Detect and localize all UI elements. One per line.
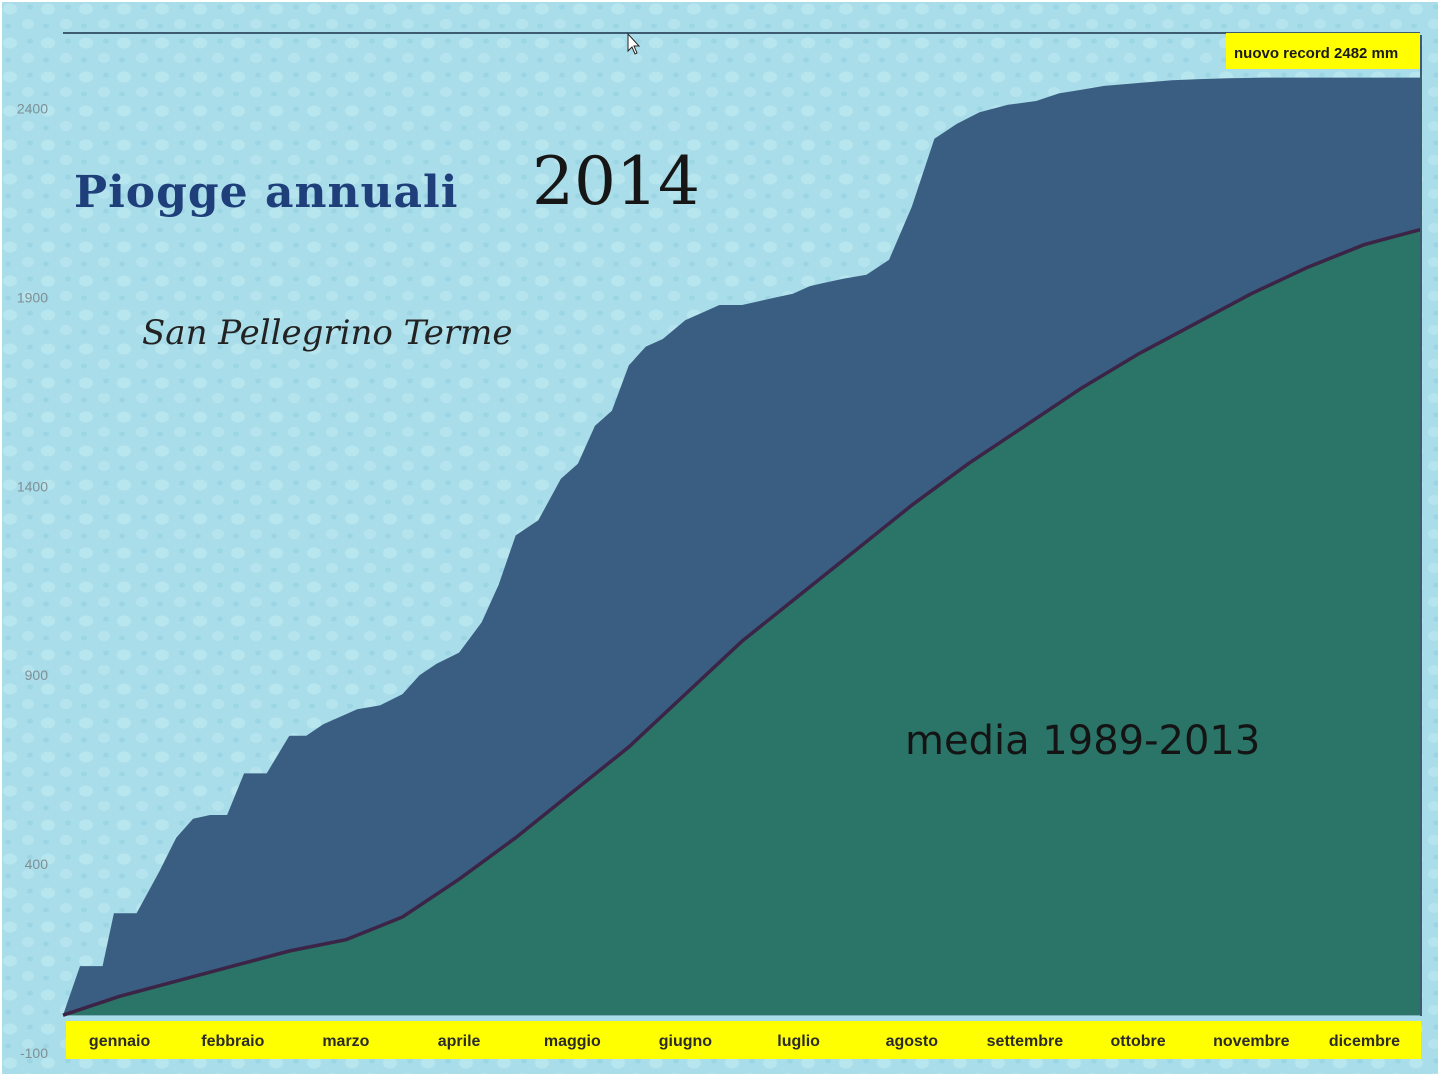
y-axis-ticks: -100 400 900 1400 1900 2400 — [17, 101, 48, 1061]
month-label: ottobre — [1111, 1033, 1166, 1050]
month-label: febbraio — [201, 1033, 264, 1050]
y-tick-label: -100 — [20, 1045, 48, 1061]
chart-title: Piogge annuali — [74, 167, 458, 218]
y-tick-label: 400 — [25, 856, 49, 872]
month-label: aprile — [438, 1033, 481, 1050]
month-label: dicembre — [1329, 1033, 1400, 1050]
month-label: novembre — [1213, 1033, 1290, 1050]
month-label: luglio — [777, 1033, 820, 1050]
month-label: settembre — [987, 1033, 1064, 1050]
record-annotation: nuovo record 2482 mm — [1234, 45, 1398, 62]
y-tick-label: 2400 — [17, 101, 48, 117]
chart-year: 2014 — [532, 143, 700, 220]
chart-subtitle: San Pellegrino Terme — [142, 313, 512, 353]
y-tick-label: 900 — [25, 667, 49, 683]
month-label: marzo — [322, 1033, 369, 1050]
month-label: giugno — [659, 1033, 713, 1050]
month-label: maggio — [544, 1033, 601, 1050]
record-badge — [1226, 33, 1420, 69]
y-tick-label: 1400 — [17, 478, 48, 494]
month-label: agosto — [886, 1033, 939, 1050]
average-label: media 1989-2013 — [905, 718, 1260, 764]
mouse-cursor-icon — [627, 32, 641, 55]
average-area — [63, 229, 1421, 1016]
month-label-band — [66, 1021, 1421, 1059]
x-axis-month-labels: gennaio febbraio marzo aprile maggio giugno lu… — [89, 1033, 1400, 1050]
month-label: gennaio — [89, 1033, 151, 1050]
average-line — [62, 227, 1422, 1017]
y-tick-label: 1900 — [17, 289, 48, 305]
